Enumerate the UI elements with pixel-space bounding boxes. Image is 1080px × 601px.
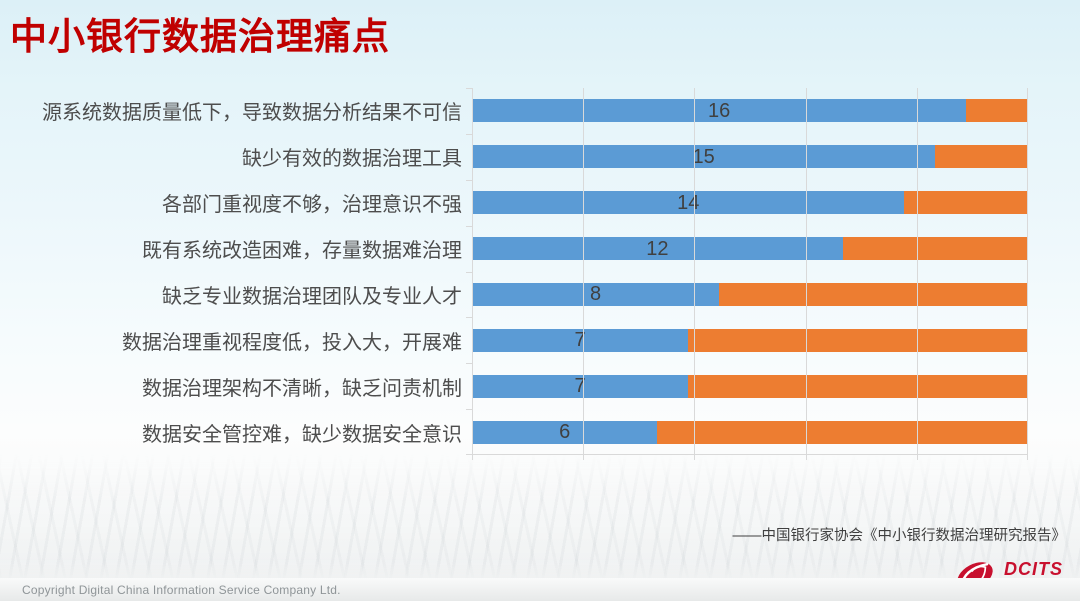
bar-track: 14 [472,191,1028,215]
bar-segment-primary: 7 [472,328,689,352]
bar-segment-remainder [657,420,1028,444]
bar-segment-remainder [935,145,1028,169]
bar-segment-primary: 8 [472,282,720,306]
bar-segment-remainder [966,99,1028,123]
category-label: 数据治理架构不清晰，缺乏问责机制 [142,377,462,400]
bar-row: 数据安全管控难，缺少数据安全意识 6 [0,409,1028,455]
bar-segment-remainder [904,191,1028,215]
bar-row: 数据治理重视程度低，投入大，开展难 7 [0,317,1028,363]
bar-segment-primary: 12 [472,237,843,261]
bar-row: 缺乏专业数据治理团队及专业人才 8 [0,272,1028,318]
page-title: 中小银行数据治理痛点 [10,16,390,57]
footer-bar: Copyright Digital China Information Serv… [0,578,1080,601]
bar-track: 6 [472,420,1028,444]
value-label: 15 [692,145,715,168]
category-label: 数据安全管控难，缺少数据安全意识 [142,423,462,446]
category-label: 缺乏专业数据治理团队及专业人才 [162,285,462,308]
value-label: 16 [707,99,731,122]
bar-track: 15 [472,145,1028,169]
bar-segment-primary: 16 [472,99,967,123]
bar-row: 既有系统改造困难，存量数据难治理 12 [0,226,1028,272]
logo-brand: DCITS [1003,559,1063,580]
bar-segment-remainder [688,328,1028,352]
value-label: 8 [589,283,602,306]
bar-segment-primary: 14 [472,191,905,215]
bar-track: 7 [472,374,1028,398]
bar-row: 数据治理架构不清晰，缺乏问责机制 7 [0,363,1028,409]
bar-segment-remainder [688,374,1028,398]
chart-rows: 源系统数据质量低下，导致数据分析结果不可信 16 缺少有效的数据治理工具 15 各部门重… [0,88,1028,455]
bar-row: 缺少有效的数据治理工具 15 [0,134,1028,180]
copyright-text: Copyright Digital China Information Serv… [22,582,341,597]
stacked-bar-chart: 源系统数据质量低下，导致数据分析结果不可信 16 缺少有效的数据治理工具 15 各部门重… [0,88,1028,460]
bar-track: 12 [472,237,1028,261]
category-label: 源系统数据质量低下，导致数据分析结果不可信 [42,102,462,125]
source-citation: ——中国银行家协会《中小银行数据治理研究报告》 [732,528,1067,544]
value-label: 14 [677,191,700,214]
bar-segment-primary: 6 [472,420,658,444]
bar-row: 各部门重视度不够，治理意识不强 14 [0,180,1028,226]
background-wave-pattern [0,452,1080,582]
bar-track: 8 [472,282,1028,306]
value-label: 12 [646,237,669,260]
bar-segment-remainder [719,282,1028,306]
bar-segment-remainder [842,237,1028,261]
category-label: 既有系统改造困难，存量数据难治理 [142,240,462,263]
bar-segment-primary: 7 [472,374,689,398]
bar-track: 16 [472,99,1028,123]
value-label: 7 [574,329,586,352]
value-label: 7 [574,375,586,398]
bar-row: 源系统数据质量低下，导致数据分析结果不可信 16 [0,88,1028,134]
category-label: 缺少有效的数据治理工具 [242,148,462,171]
value-label: 6 [559,421,571,444]
category-label: 数据治理重视程度低，投入大，开展难 [122,331,462,354]
bar-segment-primary: 15 [472,145,936,169]
category-label: 各部门重视度不够，治理意识不强 [162,194,462,217]
bar-track: 7 [472,328,1028,352]
